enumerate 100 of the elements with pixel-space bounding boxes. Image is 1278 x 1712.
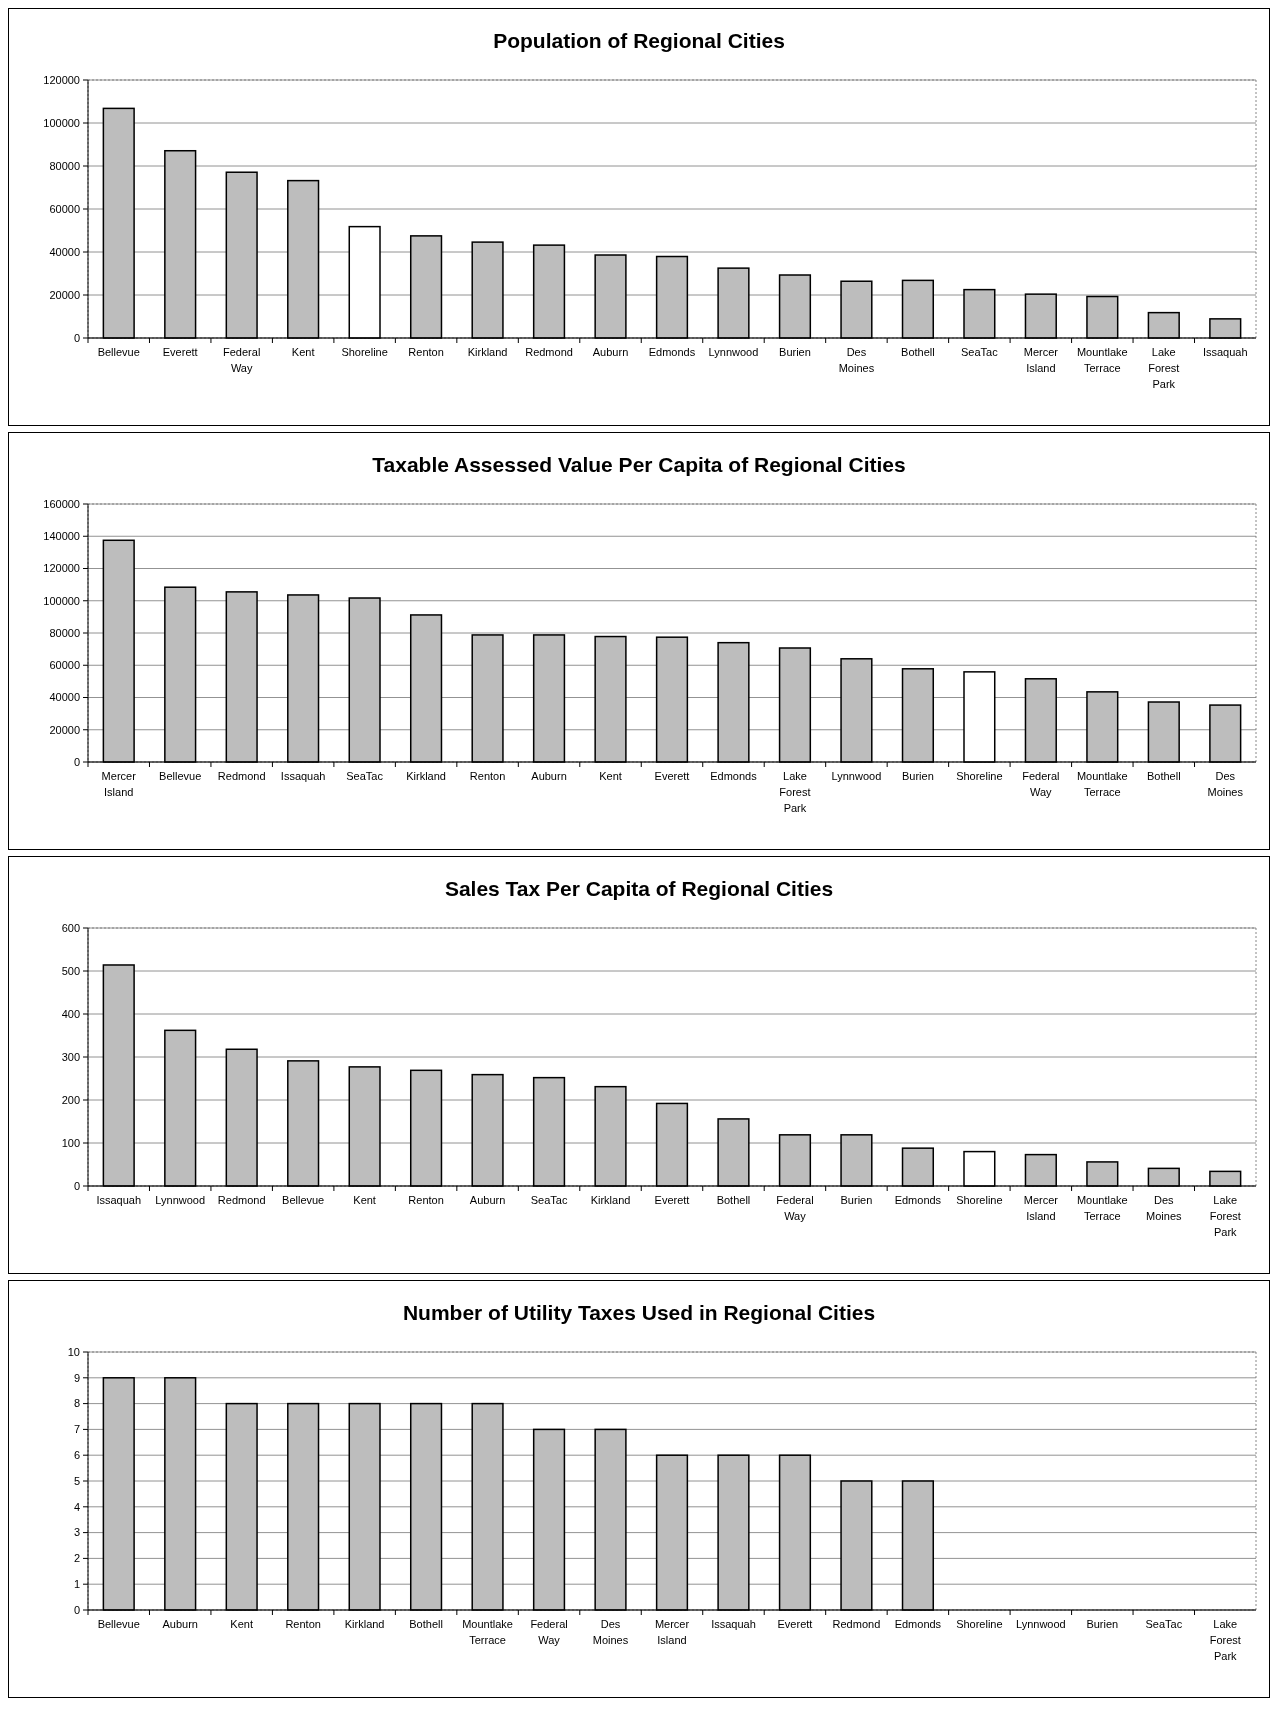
x-tick-label: Mercer Island bbox=[1023, 346, 1059, 374]
x-tick-label: Lynnwood bbox=[1015, 1618, 1066, 1630]
x-tick-label: Auburn bbox=[592, 346, 629, 358]
x-tick-label: Kent bbox=[353, 1194, 376, 1206]
y-tick-label: 40000 bbox=[49, 245, 80, 258]
x-tick-label: Renton bbox=[285, 1618, 321, 1630]
y-tick-label: 120000 bbox=[43, 562, 80, 575]
x-tick-label: Renton bbox=[469, 770, 506, 782]
x-tick-label: SeaTac bbox=[346, 770, 384, 782]
x-tick-label: Shoreline bbox=[341, 346, 388, 358]
y-tick-label: 6 bbox=[73, 1449, 80, 1462]
x-tick-label: SeaTac bbox=[530, 1194, 568, 1206]
x-tick-label: Burien bbox=[840, 1194, 873, 1206]
x-tick-label: Shoreline bbox=[956, 1618, 1003, 1630]
x-tick-label: Mountlake Terrace bbox=[1076, 770, 1128, 798]
x-tick-label: Lynnwood bbox=[708, 346, 759, 358]
x-tick-label: Bothell bbox=[409, 1618, 443, 1630]
y-tick-label: 140000 bbox=[43, 530, 80, 543]
x-tick-label: Everett bbox=[654, 770, 690, 782]
y-tick-label: 100000 bbox=[43, 116, 80, 129]
y-tick-label: 7 bbox=[73, 1423, 80, 1436]
x-tick-label: Federal Way bbox=[530, 1618, 568, 1646]
x-tick-label: Issaquah bbox=[711, 1618, 756, 1630]
y-tick-label: 20000 bbox=[49, 288, 80, 301]
x-tick-label: Edmonds bbox=[710, 770, 758, 782]
y-tick-label: 1 bbox=[73, 1578, 80, 1591]
x-tick-label: Bellevue bbox=[97, 1618, 140, 1630]
x-tick-label: Everett bbox=[777, 1618, 813, 1630]
x-tick-label: Kirkland bbox=[406, 770, 446, 782]
chart-title: Number of Utility Taxes Used in Regional Cities bbox=[402, 1301, 876, 1324]
y-tick-label: 4 bbox=[73, 1500, 80, 1513]
y-tick-label: 100000 bbox=[43, 594, 80, 607]
y-tick-label: 8 bbox=[73, 1397, 80, 1410]
x-tick-label: Lynnwood bbox=[155, 1194, 206, 1206]
y-tick-label: 600 bbox=[61, 921, 80, 934]
y-tick-label: 200 bbox=[61, 1093, 80, 1106]
x-tick-label: Federal Way bbox=[1022, 770, 1060, 798]
x-tick-label: Issaquah bbox=[1202, 346, 1248, 358]
y-tick-label: 0 bbox=[73, 1603, 80, 1616]
y-tick-label: 40000 bbox=[49, 691, 80, 704]
x-tick-label: Bellevue bbox=[97, 346, 140, 358]
x-tick-label: Lake Forest Park bbox=[1209, 1194, 1241, 1238]
x-tick-label: Redmond bbox=[832, 1618, 881, 1630]
y-tick-label: 9 bbox=[73, 1371, 80, 1384]
x-tick-label: Kirkland bbox=[590, 1194, 631, 1206]
y-tick-label: 80000 bbox=[49, 626, 80, 639]
y-tick-label: 300 bbox=[61, 1050, 80, 1063]
x-tick-label: Auburn bbox=[469, 1194, 506, 1206]
x-tick-label: Issaquah bbox=[280, 770, 326, 782]
y-tick-label: 5 bbox=[73, 1474, 80, 1487]
y-tick-label: 80000 bbox=[49, 159, 80, 172]
x-tick-label: Kirkland bbox=[344, 1618, 385, 1630]
y-tick-label: 100 bbox=[61, 1136, 80, 1149]
x-tick-label: Bellevue bbox=[159, 770, 202, 782]
x-tick-label: Mountlake Terrace bbox=[462, 1618, 513, 1646]
x-tick-label: Redmond bbox=[217, 770, 266, 782]
x-tick-label: Bothell bbox=[901, 346, 935, 358]
x-tick-label: Kent bbox=[230, 1618, 253, 1630]
x-tick-label: Shoreline bbox=[956, 770, 1003, 782]
x-tick-label: Lake Forest Park bbox=[1148, 346, 1180, 390]
x-tick-label: Lynnwood bbox=[831, 770, 882, 782]
y-tick-label: 400 bbox=[61, 1007, 80, 1020]
y-tick-label: 60000 bbox=[49, 202, 80, 215]
chart-title: Sales Tax Per Capita of Regional Cities bbox=[444, 877, 834, 900]
x-tick-label: Auburn bbox=[531, 770, 567, 782]
x-tick-label: Lake Forest Park bbox=[779, 770, 811, 814]
x-tick-label: Burien bbox=[779, 346, 811, 358]
x-tick-label: Mountlake Terrace bbox=[1076, 346, 1128, 374]
x-tick-label: Des Moines bbox=[592, 1618, 629, 1646]
x-tick-label: Auburn bbox=[162, 1618, 198, 1630]
x-tick-label: Mercer Island bbox=[101, 770, 137, 798]
x-tick-label: Redmond bbox=[525, 346, 573, 358]
x-tick-label: Bothell bbox=[716, 1194, 751, 1206]
x-tick-label: Des Moines bbox=[1146, 1194, 1183, 1222]
x-tick-label: Renton bbox=[408, 1194, 444, 1206]
x-tick-label: Kent bbox=[599, 770, 622, 782]
y-tick-label: 10 bbox=[67, 1345, 80, 1358]
y-tick-label: 60000 bbox=[49, 659, 80, 672]
x-tick-label: SeaTac bbox=[1145, 1618, 1183, 1630]
x-tick-label: Issaquah bbox=[96, 1194, 142, 1206]
chart-title: Population of Regional Cities bbox=[493, 29, 785, 52]
x-tick-label: Edmonds bbox=[894, 1618, 942, 1630]
x-tick-label: Federal Way bbox=[776, 1194, 814, 1222]
x-tick-label: Edmonds bbox=[648, 346, 696, 358]
x-tick-label: Shoreline bbox=[956, 1194, 1003, 1206]
x-tick-label: Edmonds bbox=[894, 1194, 942, 1206]
x-tick-label: Burien bbox=[902, 770, 934, 782]
x-tick-label: Renton bbox=[408, 346, 444, 358]
x-tick-label: Redmond bbox=[217, 1194, 266, 1206]
y-tick-label: 20000 bbox=[49, 723, 80, 736]
y-tick-label: 3 bbox=[73, 1526, 80, 1539]
y-tick-label: 0 bbox=[73, 331, 80, 344]
x-tick-label: Everett bbox=[162, 346, 198, 358]
y-tick-label: 120000 bbox=[43, 73, 80, 86]
x-tick-label: Lake Forest Park bbox=[1209, 1618, 1241, 1662]
x-tick-label: Mountlake Terrace bbox=[1076, 1194, 1128, 1222]
x-tick-label: Bellevue bbox=[282, 1194, 325, 1206]
x-tick-label: Bothell bbox=[1146, 770, 1181, 782]
x-tick-label: SeaTac bbox=[961, 346, 999, 358]
y-tick-label: 2 bbox=[73, 1552, 80, 1565]
